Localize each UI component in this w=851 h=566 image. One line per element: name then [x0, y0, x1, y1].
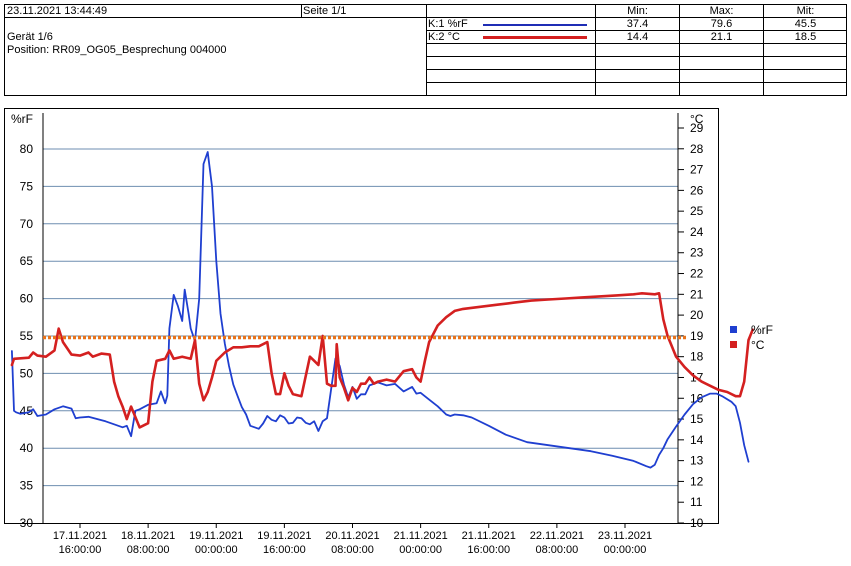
- divider: [679, 5, 680, 96]
- divider: [426, 17, 847, 18]
- x-tick-label-date: 20.11.2021: [325, 530, 379, 542]
- y-tick-label-right: 25: [690, 204, 704, 218]
- y-axis-title-left: %rF: [11, 112, 33, 126]
- channel-2-avg: 18.5: [794, 31, 817, 43]
- y-tick-label-left: 75: [20, 179, 34, 193]
- y-tick-label-left: 55: [20, 329, 34, 343]
- x-tick-label-date: 23.11.2021: [598, 530, 652, 542]
- y-tick-label-right: 20: [690, 308, 704, 322]
- y-tick-label-left: 70: [20, 217, 34, 231]
- channel-2-label: K:2 °C: [428, 31, 460, 43]
- y-tick-label-right: 19: [690, 329, 704, 343]
- position-label: Position: RR09_OG05_Besprechung 004000: [7, 44, 227, 56]
- y-tick-label-right: 23: [690, 246, 704, 260]
- y-tick-label-left: 60: [20, 292, 34, 306]
- y-tick-label-left: 80: [20, 142, 34, 156]
- y-tick-label-right: 12: [690, 474, 704, 488]
- x-tick-label-time: 08:00:00: [535, 544, 578, 556]
- x-tick-label-date: 21.11.2021: [462, 530, 516, 542]
- divider: [426, 82, 847, 83]
- x-tick-label-date: 19.11.2021: [189, 530, 243, 542]
- y-axis-title-right: °C: [690, 112, 704, 126]
- x-tick-label-time: 16:00:00: [59, 544, 102, 556]
- col-avg-header: Mit:: [796, 5, 815, 17]
- divider: [426, 56, 847, 57]
- legend-item-temp: °C: [730, 337, 773, 352]
- x-tick-label-time: 08:00:00: [127, 544, 170, 556]
- y-tick-label-right: 15: [690, 412, 704, 426]
- series-line-rf: [11, 151, 750, 469]
- y-tick-label-right: 18: [690, 350, 704, 364]
- y-tick-label-left: 50: [20, 366, 34, 380]
- y-tick-label-right: 11: [690, 495, 703, 509]
- channel-2-max: 21.1: [710, 31, 733, 43]
- y-tick-label-right: 22: [690, 267, 704, 281]
- y-tick-label-right: 24: [690, 225, 704, 239]
- y-tick-label-right: 27: [690, 163, 704, 177]
- divider: [426, 69, 847, 70]
- legend-swatch-rf: [730, 326, 737, 333]
- device-label: Gerät 1/6: [7, 31, 53, 43]
- y-tick-label-left: 65: [20, 254, 34, 268]
- channel-1-min: 37.4: [626, 18, 649, 30]
- divider: [426, 30, 847, 31]
- channel-1-avg: 45.5: [794, 18, 817, 30]
- legend-swatch-temp: [730, 341, 737, 348]
- x-tick-label-time: 00:00:00: [399, 544, 442, 556]
- y-tick-label-left: 30: [20, 516, 34, 530]
- divider: [426, 43, 847, 44]
- x-tick-label-date: 17.11.2021: [53, 530, 107, 542]
- y-tick-label-left: 35: [20, 479, 34, 493]
- page-number: Seite 1/1: [303, 5, 347, 17]
- col-max-header: Max:: [709, 5, 734, 17]
- y-tick-label-right: 29: [690, 121, 704, 135]
- divider: [763, 5, 764, 96]
- y-tick-label-right: 26: [690, 183, 704, 197]
- legend-item-rf: %rF: [730, 322, 773, 337]
- x-tick-label-time: 00:00:00: [604, 544, 647, 556]
- y-tick-label-right: 16: [690, 391, 704, 405]
- x-tick-label-date: 22.11.2021: [530, 530, 584, 542]
- y-tick-label-right: 10: [690, 516, 704, 530]
- y-tick-label-right: 13: [690, 454, 704, 468]
- divider: [426, 5, 427, 96]
- legend-label-temp: °C: [751, 337, 765, 352]
- x-tick-label-time: 16:00:00: [263, 544, 306, 556]
- divider: [595, 5, 596, 96]
- series-line-temp: [10, 292, 754, 429]
- y-tick-label-right: 14: [690, 433, 704, 447]
- channel-1-label: K:1 %rF: [428, 18, 468, 30]
- header-table: 23.11.2021 13:44:49 Seite 1/1 Gerät 1/6 …: [4, 4, 847, 96]
- divider: [5, 17, 426, 18]
- x-tick-label-time: 00:00:00: [195, 544, 238, 556]
- channel-1-swatch: [483, 24, 587, 26]
- y-tick-label-right: 28: [690, 142, 704, 156]
- x-tick-label-time: 16:00:00: [467, 544, 510, 556]
- legend: %rF °C: [730, 322, 773, 352]
- channel-1-max: 79.6: [710, 18, 733, 30]
- channel-2-min: 14.4: [626, 31, 649, 43]
- y-tick-label-left: 45: [20, 404, 34, 418]
- x-tick-label-date: 18.11.2021: [121, 530, 175, 542]
- y-tick-label-right: 21: [690, 287, 704, 301]
- y-tick-label-left: 40: [20, 441, 34, 455]
- x-tick-label-time: 08:00:00: [331, 544, 374, 556]
- divider: [301, 5, 302, 18]
- col-min-header: Min:: [627, 5, 648, 17]
- chart-frame: [4, 108, 719, 524]
- x-tick-label-date: 19.11.2021: [257, 530, 311, 542]
- channel-2-swatch: [483, 36, 587, 39]
- x-tick-label-date: 21.11.2021: [394, 530, 448, 542]
- report-datetime: 23.11.2021 13:44:49: [7, 5, 108, 17]
- legend-label-rf: %rF: [751, 322, 773, 337]
